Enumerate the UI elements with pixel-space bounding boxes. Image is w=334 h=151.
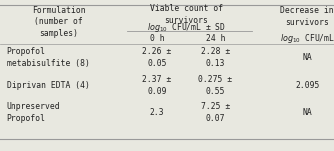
Text: Viable count of
survivors: Viable count of survivors [150, 4, 223, 25]
Text: $log_{10}$ CFU/mL ± SD: $log_{10}$ CFU/mL ± SD [147, 21, 225, 34]
Text: 2.28 ±
0.13: 2.28 ± 0.13 [201, 47, 230, 68]
Text: 0 h: 0 h [150, 34, 164, 43]
Text: 2.3: 2.3 [150, 108, 164, 117]
Text: Decrease in
survivors: Decrease in survivors [281, 6, 334, 27]
Text: $log_{10}$ CFU/mL: $log_{10}$ CFU/mL [280, 32, 334, 45]
Text: 7.25 ±
0.07: 7.25 ± 0.07 [201, 102, 230, 123]
Text: NA: NA [302, 53, 312, 62]
Text: 2.095: 2.095 [295, 81, 319, 90]
Text: Formulation
(number of
samples): Formulation (number of samples) [32, 6, 85, 38]
Text: Unpreserved
Propofol: Unpreserved Propofol [7, 102, 60, 123]
Text: 0.275 ±
0.55: 0.275 ± 0.55 [198, 75, 232, 96]
Text: 2.26 ±
0.05: 2.26 ± 0.05 [142, 47, 172, 68]
Text: NA: NA [302, 108, 312, 117]
Text: 24 h: 24 h [206, 34, 225, 43]
Text: Diprivan EDTA (4): Diprivan EDTA (4) [7, 81, 90, 90]
Text: Propofol
metabisulfite (8): Propofol metabisulfite (8) [7, 47, 90, 68]
Text: 2.37 ±
0.09: 2.37 ± 0.09 [142, 75, 172, 96]
